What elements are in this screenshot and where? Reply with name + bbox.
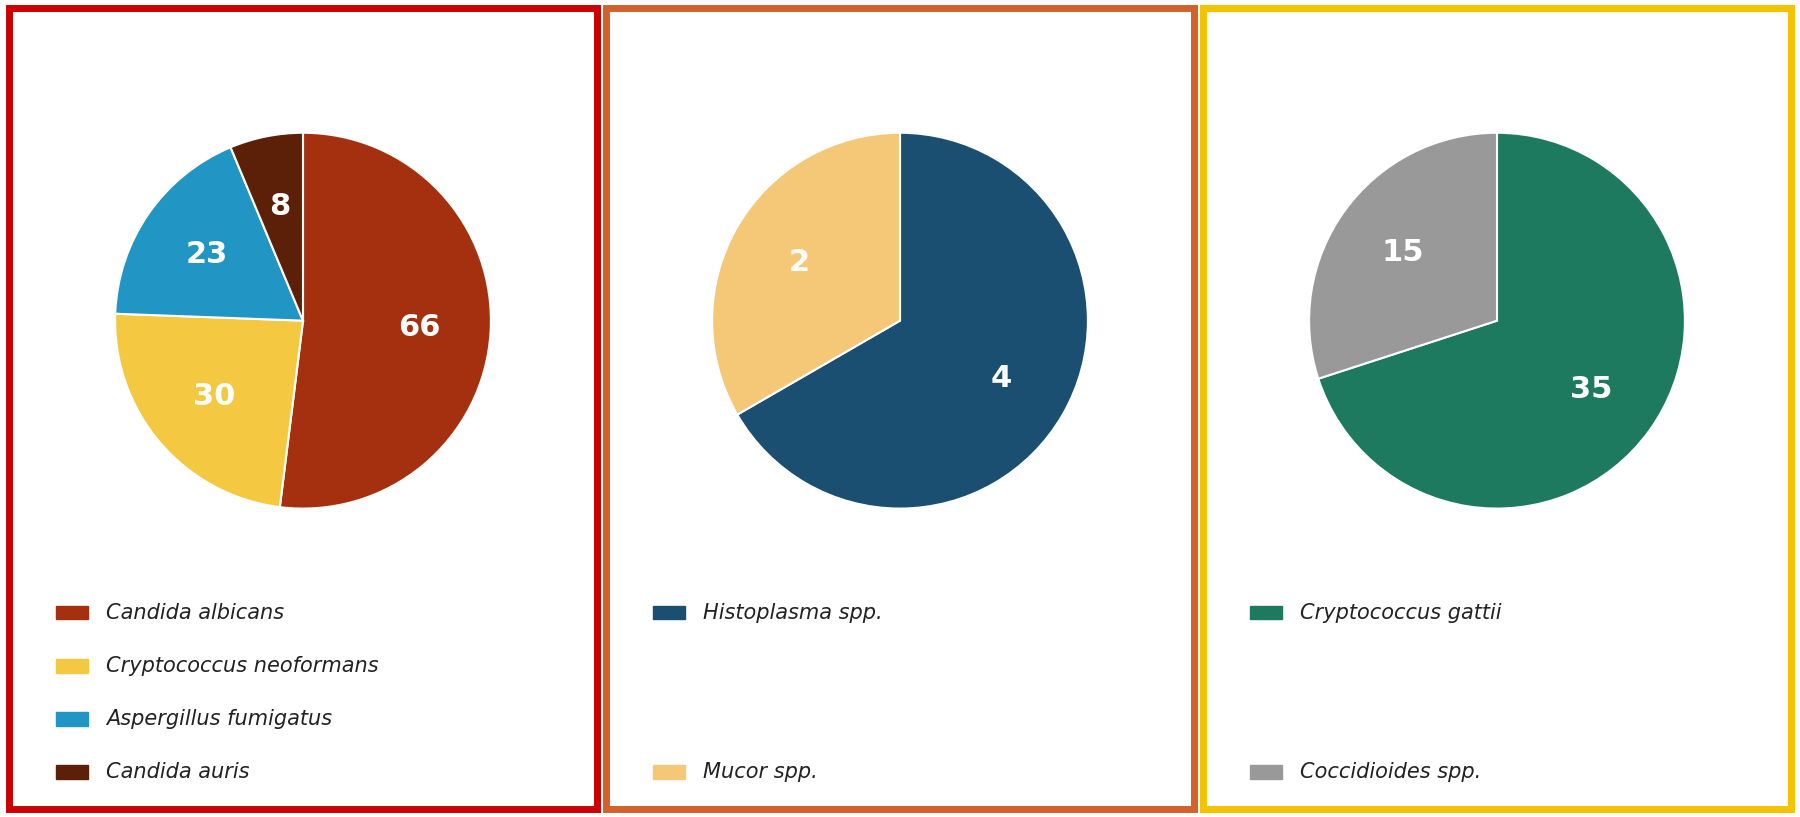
Wedge shape	[230, 133, 302, 321]
Text: Cryptococcus gattii: Cryptococcus gattii	[1300, 603, 1501, 623]
Text: 23: 23	[185, 240, 229, 269]
Wedge shape	[1309, 133, 1498, 379]
Text: Coccidioides spp.: Coccidioides spp.	[1300, 762, 1481, 782]
Text: 4: 4	[990, 364, 1012, 394]
Text: 35: 35	[1570, 375, 1613, 404]
Text: Mucor spp.: Mucor spp.	[704, 762, 817, 782]
Text: 30: 30	[193, 382, 236, 411]
Bar	[653, 766, 686, 779]
Text: 66: 66	[398, 314, 441, 342]
Text: Cryptococcus neoformans: Cryptococcus neoformans	[106, 656, 378, 676]
Text: 8: 8	[270, 192, 292, 221]
Text: Critical: Critical	[236, 29, 369, 61]
Wedge shape	[115, 314, 302, 507]
Bar	[56, 766, 88, 779]
Bar	[1249, 766, 1282, 779]
Bar	[1249, 606, 1282, 619]
Text: Candida albicans: Candida albicans	[106, 603, 284, 623]
Wedge shape	[1318, 133, 1685, 508]
Wedge shape	[738, 133, 1087, 508]
Bar	[56, 712, 88, 725]
Text: Medium: Medium	[1422, 29, 1571, 61]
Bar	[653, 606, 686, 619]
Bar	[56, 659, 88, 672]
Wedge shape	[115, 147, 302, 321]
Text: 15: 15	[1381, 238, 1424, 266]
Text: Aspergillus fumigatus: Aspergillus fumigatus	[106, 709, 333, 729]
Wedge shape	[279, 133, 491, 508]
Text: High: High	[857, 29, 943, 61]
Wedge shape	[713, 132, 900, 415]
Bar	[56, 606, 88, 619]
Text: Candida auris: Candida auris	[106, 762, 250, 782]
Text: 2: 2	[788, 248, 810, 277]
Text: Histoplasma spp.: Histoplasma spp.	[704, 603, 882, 623]
